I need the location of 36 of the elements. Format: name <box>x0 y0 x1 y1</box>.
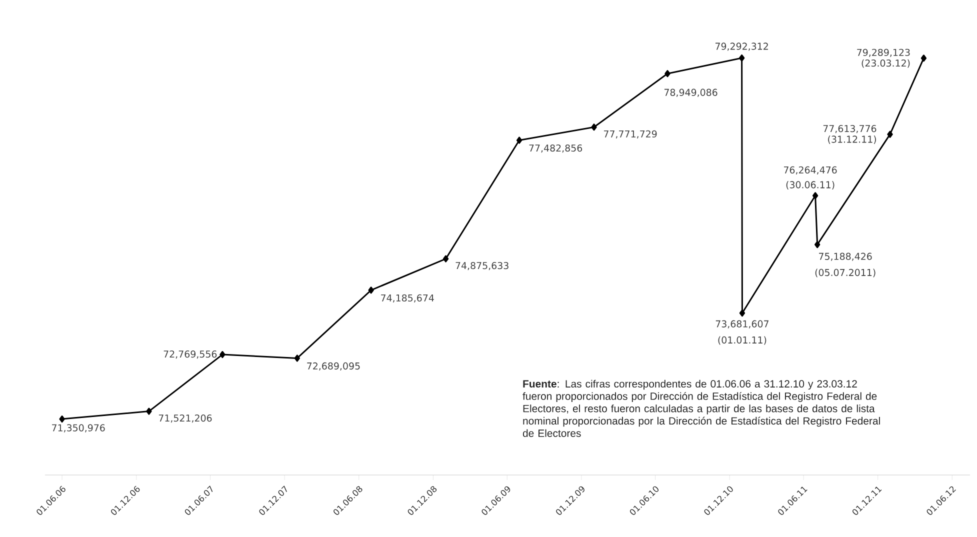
data-label: 79,289,123 <box>857 48 910 57</box>
data-label: 75,188,426 <box>819 252 872 261</box>
point <box>591 124 597 131</box>
annotation: (23.03.12) <box>862 59 910 68</box>
data-label: 74,185,674 <box>381 294 434 302</box>
point <box>294 354 300 362</box>
annotation: (31.12.11) <box>828 136 876 144</box>
point <box>920 54 927 62</box>
data-label: 73,681,607 <box>716 320 768 328</box>
point <box>812 192 818 200</box>
annotation: (01.01.11) <box>718 336 766 345</box>
annotation: (05.07.2011) <box>815 268 876 278</box>
annotation: Fuente: Las cifras correspondentes de 01.06.06 a 31.12.10 y 23.03.12 fueron proporcionados por Dirección de Estadística del Registro Federal de Electores, el resto fueron calculadas a partir de las bases de datos de lista nominal proporcionadas por la Dirección de Estadística del Registro Federal de Electores <box>522 380 880 437</box>
point <box>146 408 152 415</box>
data-label: 72,769,556 <box>164 350 217 359</box>
data-label: 78,949,086 <box>664 88 718 97</box>
point <box>887 130 893 138</box>
data-label: 71,521,206 <box>158 414 212 423</box>
point <box>664 70 670 78</box>
data-label: 77,771,729 <box>604 130 657 138</box>
data-label: 77,482,856 <box>529 144 582 153</box>
data-label: 71,350,976 <box>52 424 105 432</box>
point <box>59 415 65 423</box>
point <box>516 136 522 144</box>
point <box>814 241 820 248</box>
point <box>442 255 449 262</box>
data-label: 77,613,776 <box>823 124 876 134</box>
point <box>739 310 746 317</box>
point <box>220 351 226 358</box>
data-label: 74,875,633 <box>456 262 508 270</box>
point <box>368 286 374 294</box>
data-label: 72,689,095 <box>307 362 360 371</box>
data-label: 79,292,312 <box>715 42 768 51</box>
point <box>738 54 745 62</box>
data-label: 76,264,476 <box>784 166 837 174</box>
annotation: (30.06.11) <box>786 181 834 190</box>
